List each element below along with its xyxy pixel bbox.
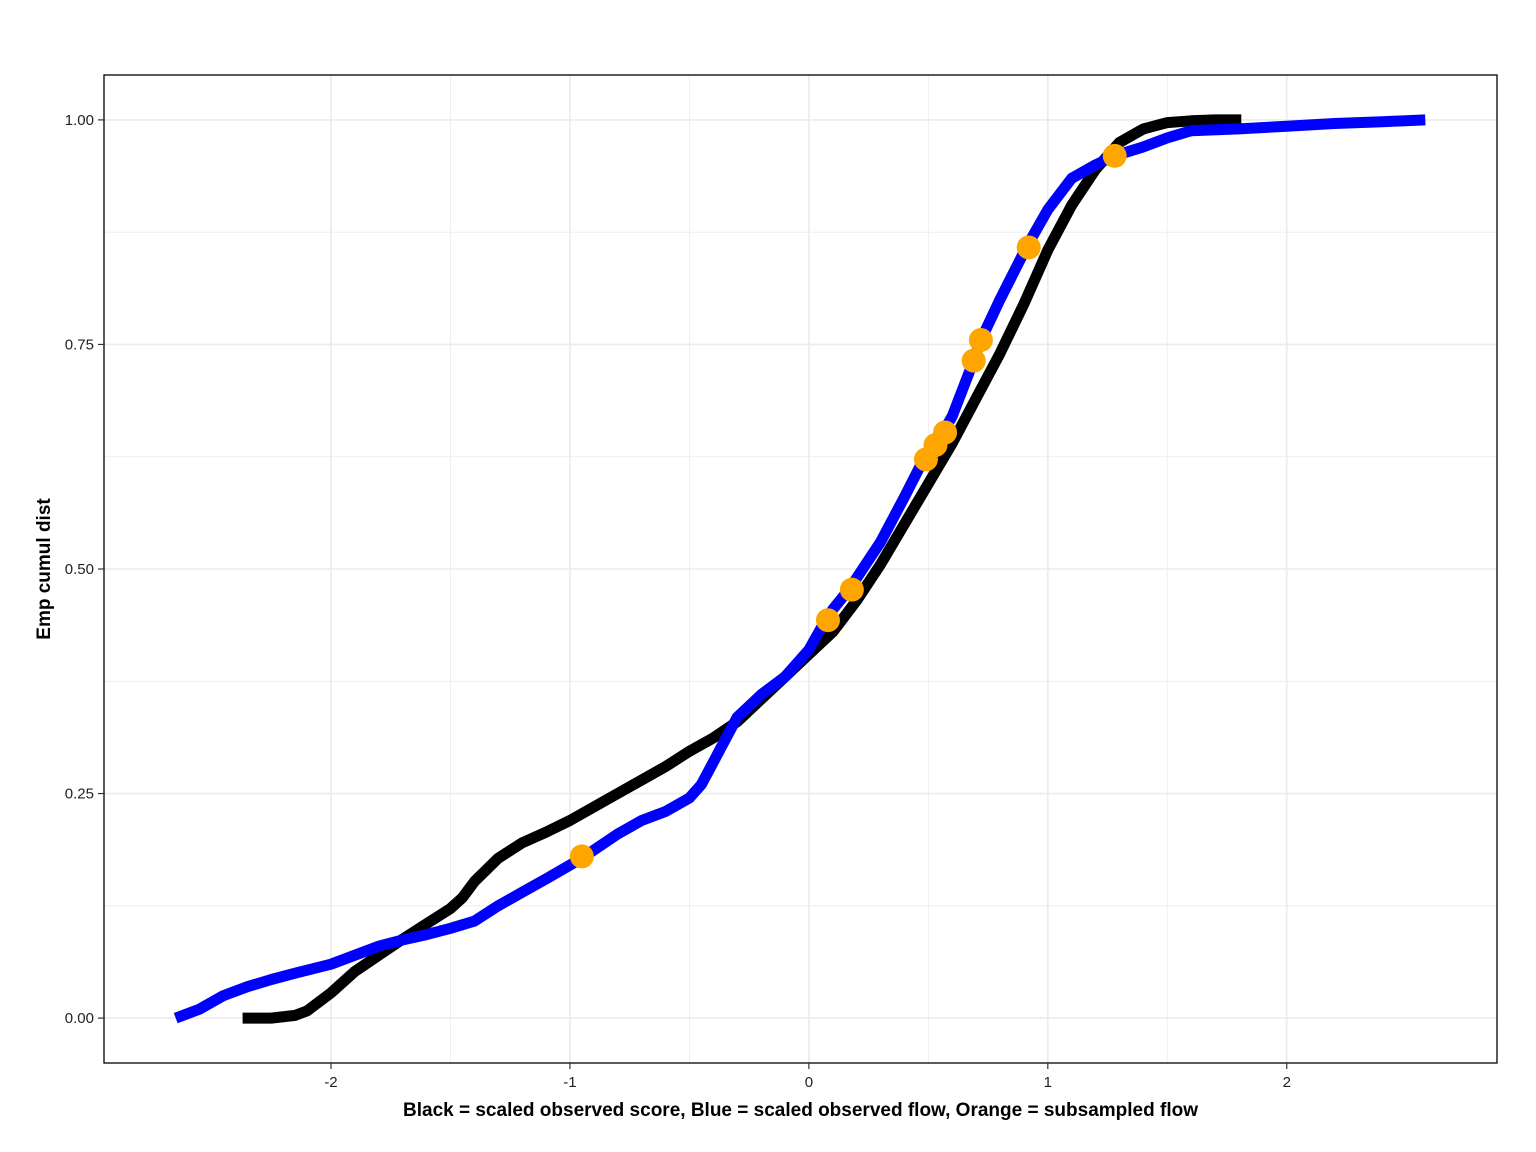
subsample-point [839,577,864,602]
subsample-point [815,608,840,633]
series-layer [173,114,1426,1024]
x-tick-label: -1 [563,1074,576,1091]
subsample-point [1016,235,1041,260]
grid-lines [104,75,1497,1063]
subsample-point [1102,143,1127,168]
y-tick-label: 0.00 [65,1010,94,1027]
x-tick-label: -2 [324,1074,337,1091]
flow-ecdf-line [173,114,1426,1024]
y-tick-label: 0.50 [65,561,94,578]
x-tick-label: 2 [1283,1074,1291,1091]
subsample-point [933,420,958,445]
x-tick-label: 0 [805,1074,813,1091]
y-tick-label: 1.00 [65,112,94,129]
x-tick-label: 1 [1044,1074,1052,1091]
y-tick-label: 0.25 [65,786,94,803]
y-axis-title: Emp cumul dist [34,498,55,640]
subsample-point [968,327,993,352]
subsample-point [569,844,594,869]
subsample-point [961,348,986,373]
axis-ticks: -2 -1 0 1 2 0.00 0.25 0.50 0.75 1.00 [65,112,1291,1091]
y-tick-label: 0.75 [65,336,94,353]
x-axis-title: Black = scaled observed score, Blue = sc… [403,1100,1198,1121]
